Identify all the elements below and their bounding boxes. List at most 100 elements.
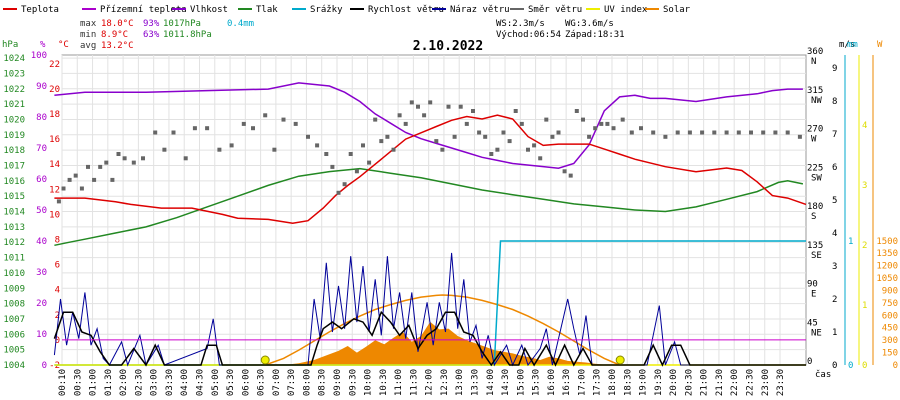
axis-hpa-tick-12: 1016 [3, 177, 25, 187]
wind-direction-point-79 [629, 130, 634, 135]
wind-direction-point-35 [354, 169, 359, 174]
axis-ms-tick-9: 9 [832, 64, 837, 74]
x-tick-3: 01:30 [104, 369, 114, 396]
wind-direction-point-38 [373, 117, 378, 122]
stats-min-hum: 63% [143, 30, 160, 40]
x-tick-7: 03:30 [165, 369, 175, 396]
wind-direction-point-92 [785, 130, 790, 135]
x-tick-9: 04:30 [195, 369, 205, 396]
axis-hpa-tick-3: 1007 [3, 315, 25, 325]
axis-w-unit: W [877, 40, 883, 50]
axis-hpa-tick-4: 1008 [3, 300, 25, 310]
x-tick-6: 03:00 [150, 369, 160, 396]
wind-direction-point-4 [79, 186, 84, 191]
axis-dir-tick-6: 270 [807, 125, 823, 135]
sun-marker-1 [615, 355, 625, 365]
x-tick-46: 23:00 [761, 369, 771, 396]
wind-direction-point-87 [724, 130, 729, 135]
x-tick-33: 16:30 [562, 369, 572, 396]
axis-hpa-tick-9: 1013 [3, 223, 25, 233]
wind-direction-point-78 [620, 117, 625, 122]
x-tick-21: 10:30 [379, 369, 389, 396]
axis-temp-tick-1: 0 [55, 336, 60, 346]
x-tick-27: 13:30 [470, 369, 480, 396]
legend-label-4: Srážky [310, 5, 343, 15]
wind-direction-point-5 [86, 164, 90, 169]
axis-dir-label-8: N [811, 57, 816, 67]
wind-direction-point-12 [131, 160, 136, 165]
axis-dir-tick-8: 360 [807, 47, 823, 57]
plot-area [53, 82, 807, 367]
wind-direction-point-30 [324, 152, 329, 156]
axis-dir-tick-5: 225 [807, 163, 823, 173]
wind-direction-point-77 [611, 126, 616, 131]
wind-direction-point-52 [458, 104, 463, 109]
x-tick-35: 17:30 [593, 369, 603, 396]
wind-direction-point-76 [605, 121, 610, 126]
axis-w-tick-10: 1500 [876, 237, 898, 247]
wind-direction-point-88 [736, 130, 741, 135]
x-tick-43: 21:30 [715, 369, 725, 396]
axis-pct-tick-3: 30 [36, 268, 47, 278]
axis-dir-label-4: S [811, 212, 816, 222]
axis-dir-label-5: SW [811, 173, 822, 183]
wind-direction-point-83 [675, 130, 680, 135]
legend-label-7: Směr větru [528, 5, 582, 15]
axis-pct-tick-0: 0 [42, 361, 47, 371]
axis-ms-unit: m/s [839, 40, 855, 50]
axis-hpa-tick-20: 1024 [3, 54, 25, 64]
x-tick-44: 22:00 [730, 369, 740, 396]
wind-direction-point-84 [687, 130, 692, 135]
axis-temp-tick-12: 22 [49, 60, 60, 70]
wind-direction-point-67 [550, 134, 555, 139]
axis-hpa-tick-17: 1021 [3, 100, 25, 110]
axis-dir-tick-3: 135 [807, 241, 823, 251]
wind-direction-point-58 [495, 147, 500, 152]
axis-temp-tick-9: 16 [49, 135, 60, 145]
legend-label-9: Solar [663, 5, 691, 15]
wind-direction-point-29 [315, 143, 320, 148]
axis-ms-tick-8: 8 [832, 97, 837, 107]
axis-w-tick-5: 750 [882, 299, 898, 309]
legend-label-2: Vlhkost [190, 5, 228, 15]
wind-direction-point-6 [92, 177, 97, 182]
stats-sunset: Západ:18:31 [565, 30, 625, 40]
wind-direction-point-18 [192, 126, 197, 131]
pressure-line [54, 167, 804, 247]
axis-dir-tick-2: 90 [807, 280, 818, 290]
wind-direction-point-64 [532, 143, 537, 148]
x-tick-24: 12:00 [425, 369, 435, 396]
axis-ms-tick-2: 2 [832, 295, 837, 305]
axis-temp-tick-3: 4 [55, 286, 60, 296]
x-tick-22: 11:00 [394, 369, 404, 396]
wind-direction-point-61 [513, 109, 518, 113]
wind-direction-point-71 [574, 109, 579, 113]
x-tick-31: 15:30 [532, 369, 542, 396]
stats-max-hum: 93% [143, 19, 160, 29]
wind-direction-point-89 [749, 130, 753, 135]
wind-direction-point-14 [153, 130, 158, 135]
stats-min-press: 1011.8hPa [163, 30, 212, 40]
axes: hPa% °C1004100510061007100810091010101110… [2, 40, 898, 396]
axis-uv-tick-1: 1 [862, 301, 867, 311]
axis-ms-tick-5: 5 [832, 196, 837, 206]
x-tick-14: 07:00 [272, 369, 282, 396]
x-tick-8: 04:00 [180, 369, 190, 396]
x-tick-15: 07:30 [287, 369, 297, 396]
wind-direction-point-60 [507, 139, 512, 144]
x-tick-38: 19:00 [639, 369, 649, 396]
wind-direction-point-13 [141, 156, 145, 161]
wind-direction-point-72 [581, 117, 585, 122]
axis-temp-tick-5: 8 [55, 235, 60, 245]
wind-direction-point-93 [797, 134, 802, 139]
wind-direction-point-66 [544, 117, 549, 122]
axis-dir-label-3: SE [811, 251, 822, 261]
stats-panel: max 18.0°C 93% 1017hPa 0.4mm min 8.9°C 6… [80, 19, 625, 51]
x-tick-5: 02:30 [134, 369, 144, 396]
wind-direction-point-73 [587, 134, 592, 139]
axis-temp-tick-6: 10 [49, 210, 60, 220]
axis-uv-tick-3: 3 [862, 181, 867, 191]
x-tick-42: 21:00 [700, 369, 710, 396]
axis-dir-label-7: NW [811, 96, 822, 106]
